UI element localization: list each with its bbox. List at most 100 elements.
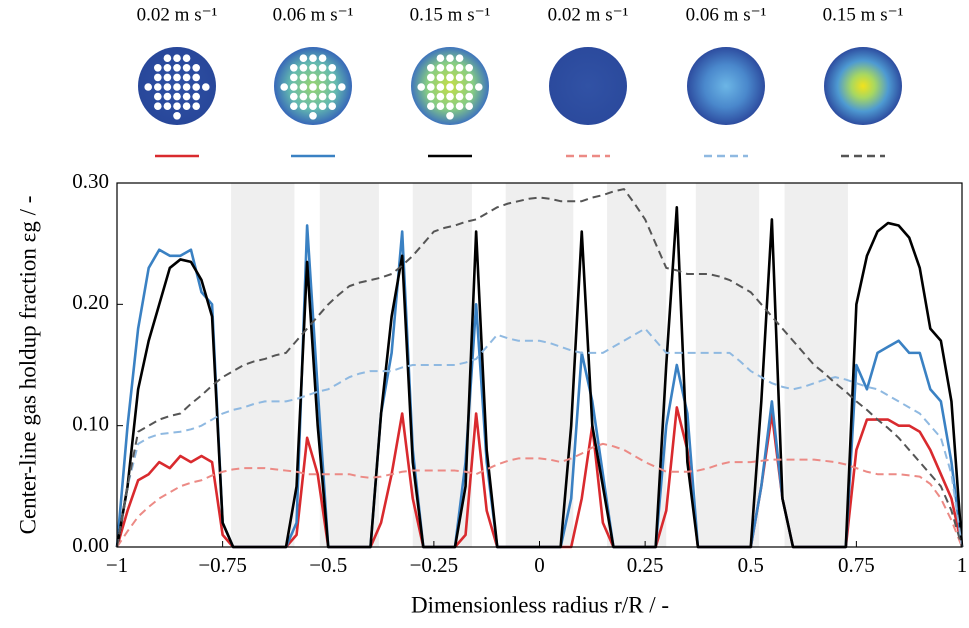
sieve-hole xyxy=(192,64,200,72)
sieve-hole xyxy=(436,64,445,72)
x-tick-label: 0.75 xyxy=(838,553,875,577)
sieve-hole xyxy=(318,73,327,82)
sieve-hole xyxy=(182,64,191,72)
sieve-hole xyxy=(446,54,454,62)
sieve-hole xyxy=(154,92,162,101)
flow-image xyxy=(824,47,902,125)
sieve-hole xyxy=(328,83,337,91)
sieve-hole xyxy=(436,73,445,82)
sieve-hole xyxy=(182,73,191,82)
sieve-hole xyxy=(299,54,308,62)
sieve-hole xyxy=(309,73,317,82)
sieve-hole xyxy=(465,92,474,101)
sieve-hole xyxy=(465,102,474,110)
shaded-region xyxy=(695,183,760,547)
shaded-region xyxy=(607,183,667,547)
sieve-hole xyxy=(427,64,435,72)
sieve-hole xyxy=(144,83,152,91)
series-line xyxy=(116,327,963,548)
sieve-hole xyxy=(163,73,172,82)
sieve-hole xyxy=(192,83,200,91)
sieve-hole xyxy=(318,54,327,62)
sieve-hole xyxy=(455,73,464,82)
sieve-hole xyxy=(455,83,464,91)
shaded-region xyxy=(505,183,574,547)
series-line xyxy=(116,188,963,548)
sieve-hole xyxy=(290,83,298,91)
sieve-hole xyxy=(455,54,464,62)
x-tick-label: 0.25 xyxy=(627,553,664,577)
x-tick-label: −0.25 xyxy=(410,553,459,577)
sieve-hole xyxy=(427,83,435,91)
x-tick-label: −0.75 xyxy=(198,553,247,577)
series-line xyxy=(116,442,963,548)
sieve-hole xyxy=(299,92,308,101)
sieve-hole xyxy=(309,64,317,72)
sieve-hole xyxy=(318,64,327,72)
sieve-hole xyxy=(299,102,308,110)
sieve-hole xyxy=(173,83,181,91)
sieve-hole xyxy=(173,54,181,62)
sieve-hole xyxy=(465,83,474,91)
sieve-hole xyxy=(446,73,454,82)
x-tick-label: −0.5 xyxy=(309,553,347,577)
sieve-hole xyxy=(328,73,337,82)
sieve-hole xyxy=(154,83,162,91)
sieve-hole xyxy=(182,54,191,62)
sieve-hole xyxy=(455,102,464,110)
sieve-hole xyxy=(318,83,327,91)
sieve-hole xyxy=(182,92,191,101)
legend-label: 0.06 m s⁻¹ xyxy=(273,4,354,25)
legend-label: 0.15 m s⁻¹ xyxy=(823,4,904,25)
sieve-hole xyxy=(192,102,200,110)
sieve-hole xyxy=(299,64,308,72)
sieve-hole xyxy=(290,102,298,110)
sieve-hole xyxy=(446,92,454,101)
sieve-hole xyxy=(309,102,317,110)
sieve-hole xyxy=(182,102,191,110)
sieve-hole xyxy=(290,73,298,82)
sieve-hole xyxy=(173,112,181,120)
sieve-hole xyxy=(154,73,162,82)
sieve-hole xyxy=(192,73,200,82)
sieve-hole xyxy=(290,64,298,72)
sieve-hole xyxy=(163,54,172,62)
shaded-region xyxy=(231,183,295,547)
sieve-hole xyxy=(202,83,210,91)
shaded-region xyxy=(319,183,379,547)
sieve-hole xyxy=(436,83,445,91)
shaded-region xyxy=(784,183,848,547)
sieve-hole xyxy=(446,112,454,120)
y-tick-label: 0.10 xyxy=(72,411,109,435)
sieve-hole xyxy=(163,102,172,110)
sieve-hole xyxy=(455,92,464,101)
sieve-hole xyxy=(299,83,308,91)
sieve-hole xyxy=(163,83,172,91)
sieve-hole xyxy=(280,83,289,91)
sieve-hole xyxy=(328,102,337,110)
sieve-hole xyxy=(309,92,317,101)
sieve-hole xyxy=(455,64,464,72)
sieve-hole xyxy=(318,102,327,110)
sieve-hole xyxy=(475,83,483,91)
sieve-hole xyxy=(427,102,435,110)
shaded-regions xyxy=(231,183,848,547)
legend-label: 0.02 m s⁻¹ xyxy=(548,4,629,25)
sieve-hole xyxy=(338,83,346,91)
x-tick-label: −1 xyxy=(106,553,128,577)
legend-label: 0.06 m s⁻¹ xyxy=(686,4,767,25)
sieve-hole xyxy=(309,83,317,91)
sieve-hole xyxy=(417,83,426,91)
sieve-hole xyxy=(163,92,172,101)
x-axis-label: Dimensionless radius r/R / - xyxy=(411,592,669,617)
sieve-hole xyxy=(318,92,327,101)
sieve-hole xyxy=(446,64,454,72)
y-axis-label: Center-line gas holdup fraction εg / - xyxy=(15,196,40,535)
legend-label: 0.15 m s⁻¹ xyxy=(410,4,491,25)
sieve-hole xyxy=(299,73,308,82)
sieve-hole xyxy=(309,54,317,62)
sieve-hole xyxy=(427,73,435,82)
y-tick-label: 0.20 xyxy=(72,290,109,314)
y-tick-label: 0.30 xyxy=(72,169,109,193)
sieve-hole xyxy=(154,64,162,72)
